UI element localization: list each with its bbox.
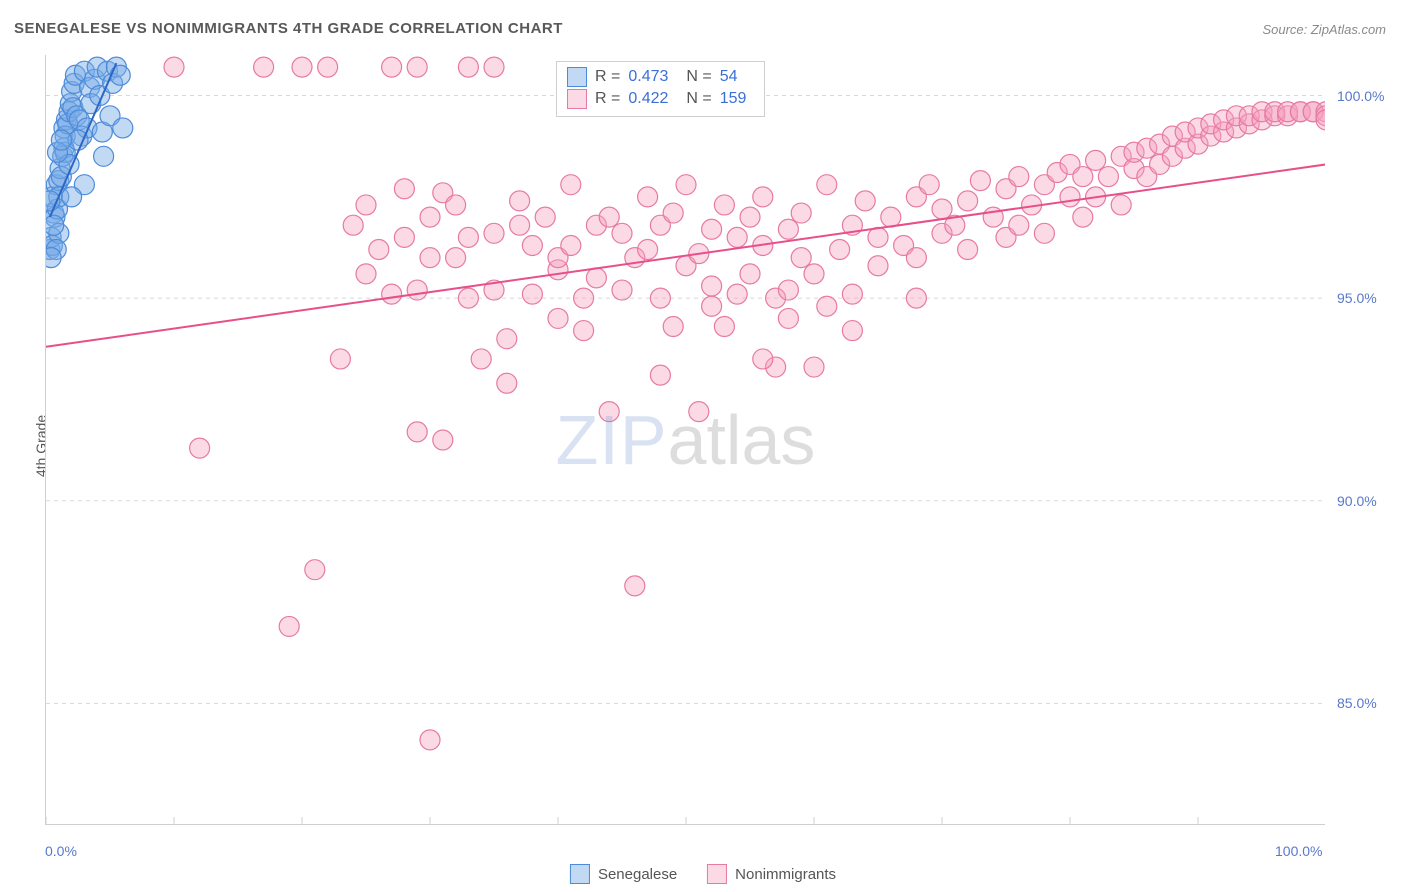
plot-area: ZIPatlas R =0.473N =54R =0.422N =159 (45, 55, 1325, 825)
x-tick-label: 0.0% (45, 843, 77, 859)
n-value: 54 (720, 66, 754, 88)
r-label: R = (595, 88, 620, 110)
correlation-stats-box: R = 0.473 N = 54 R = 0.422 N = 159 (556, 61, 765, 117)
n-value: 159 (720, 88, 754, 110)
r-value: 0.422 (628, 88, 678, 110)
legend-item: Nonimmigrants (707, 864, 836, 884)
legend-item: Senegalese (570, 864, 677, 884)
y-tick-label: 85.0% (1337, 695, 1377, 711)
series-swatch (567, 89, 587, 109)
legend: Senegalese Nonimmigrants (570, 864, 836, 884)
legend-label: Senegalese (598, 866, 677, 883)
series-swatch (567, 67, 587, 87)
y-tick-label: 95.0% (1337, 290, 1377, 306)
stats-row: R = 0.473 N = 54 (567, 66, 754, 88)
n-label: N = (686, 88, 711, 110)
legend-swatch (707, 864, 727, 884)
legend-label: Nonimmigrants (735, 866, 836, 883)
stats-row: R = 0.422 N = 159 (567, 88, 754, 110)
scatter-svg (46, 55, 1325, 824)
y-tick-label: 90.0% (1337, 493, 1377, 509)
r-label: R = (595, 66, 620, 88)
x-tick-label: 100.0% (1275, 843, 1322, 859)
n-label: N = (686, 66, 711, 88)
y-tick-label: 100.0% (1337, 88, 1384, 104)
chart-title: SENEGALESE VS NONIMMIGRANTS 4TH GRADE CO… (14, 20, 563, 37)
legend-swatch (570, 864, 590, 884)
source-attribution: Source: ZipAtlas.com (1262, 22, 1386, 37)
r-value: 0.473 (628, 66, 678, 88)
